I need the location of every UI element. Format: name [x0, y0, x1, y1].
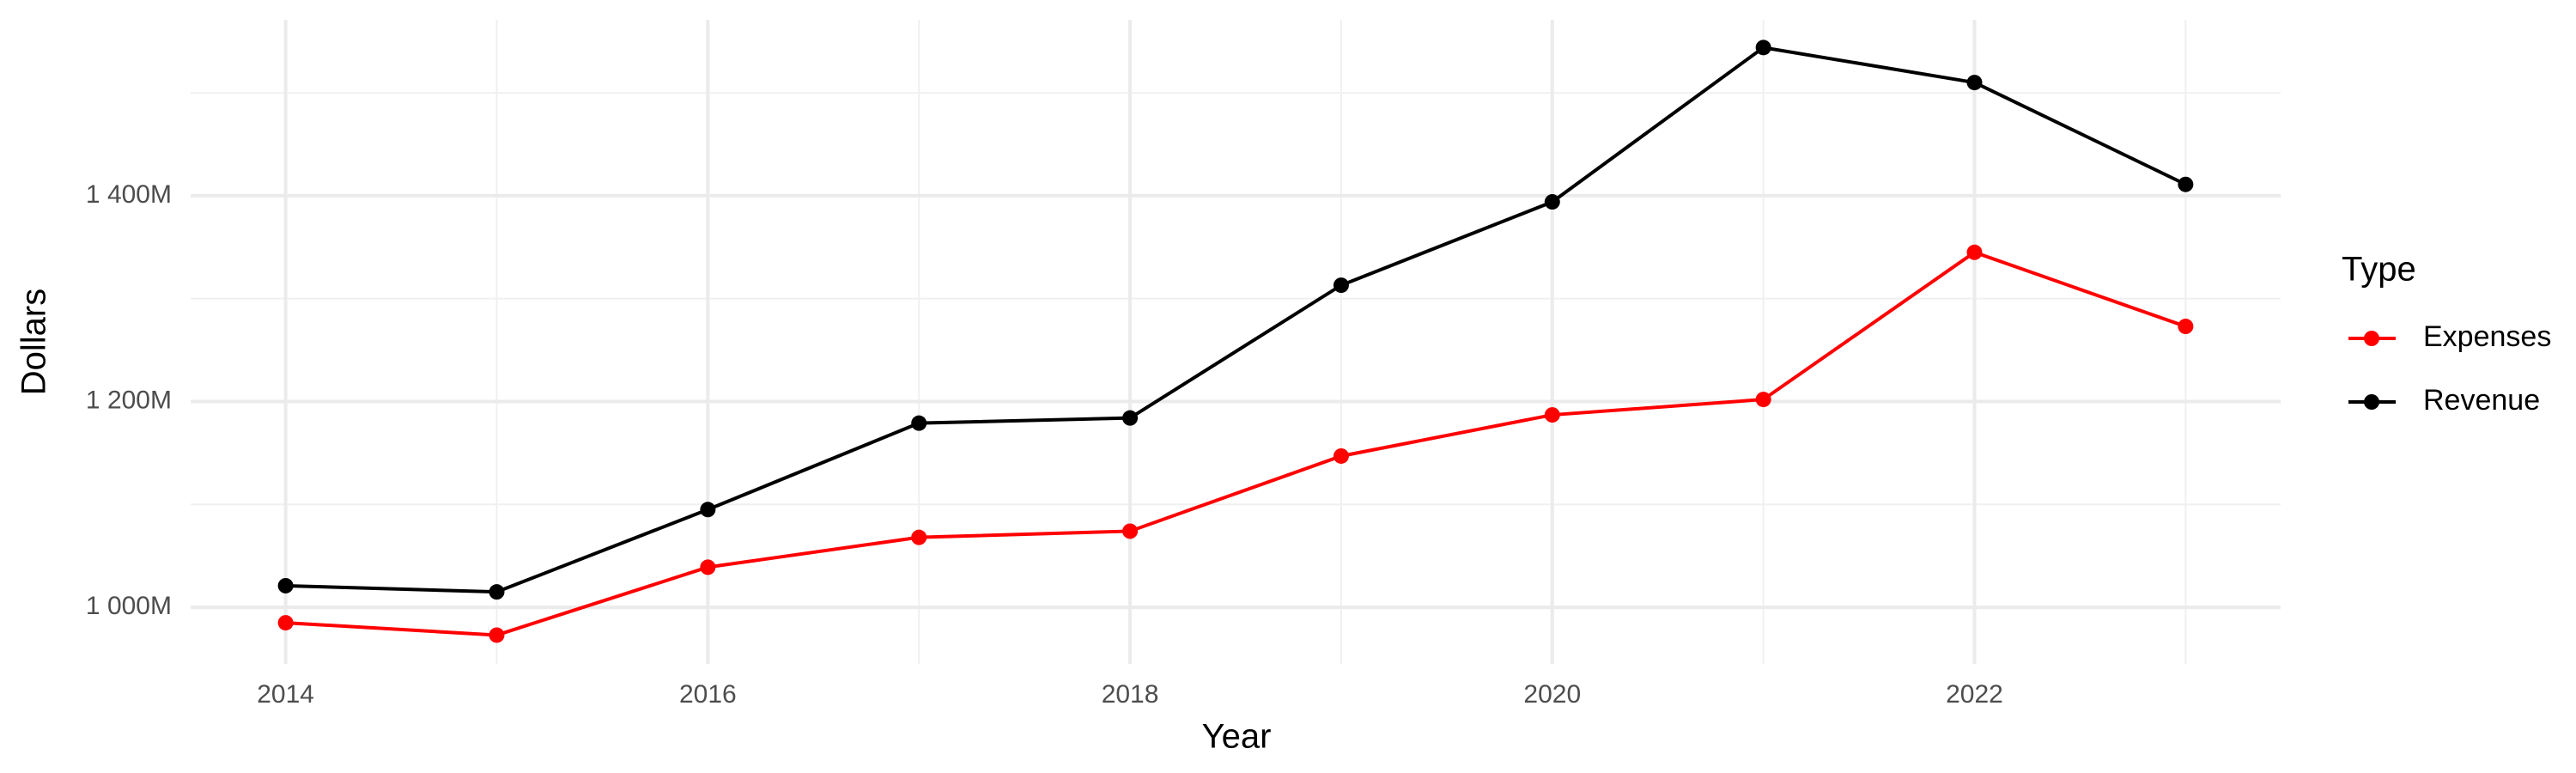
legend-point	[2364, 331, 2379, 346]
data-point	[700, 559, 716, 575]
y-tick-label: 1 200M	[86, 386, 172, 414]
data-point	[489, 584, 505, 600]
series-line	[285, 250, 2187, 637]
data-point	[277, 615, 294, 631]
y-axis-title: Dollars	[15, 289, 53, 395]
legend-point	[2364, 394, 2379, 410]
series-line	[285, 46, 2187, 594]
x-tick-label: 2022	[1946, 680, 2003, 709]
legend-title: Type	[2342, 251, 2416, 289]
data-point	[2178, 319, 2194, 335]
legend-label: Revenue	[2423, 384, 2540, 417]
data-point	[700, 502, 716, 518]
data-point	[1122, 523, 1139, 539]
x-tick-label: 2020	[1523, 680, 1581, 709]
x-tick-label: 2014	[257, 680, 314, 709]
data-point	[1122, 410, 1139, 426]
data-point	[277, 577, 294, 593]
data-point	[1544, 407, 1560, 423]
data-point	[1333, 277, 1349, 294]
data-point	[1333, 447, 1349, 464]
data-point	[1966, 244, 1983, 260]
legend-label: Expenses	[2423, 320, 2551, 353]
data-point	[1755, 40, 1771, 56]
y-tick-label: 1 400M	[86, 180, 172, 209]
data-point	[911, 415, 927, 431]
x-tick-label: 2018	[1102, 680, 1159, 709]
data-point	[911, 529, 927, 545]
data-point	[1966, 75, 1983, 91]
data-point	[1544, 194, 1560, 210]
data-point	[2178, 176, 2194, 192]
x-tick-label: 2016	[679, 680, 737, 709]
x-axis-title: Year	[1202, 718, 1272, 756]
y-tick-label: 1 000M	[86, 592, 172, 620]
data-point	[489, 627, 505, 643]
data-point	[1755, 392, 1771, 408]
